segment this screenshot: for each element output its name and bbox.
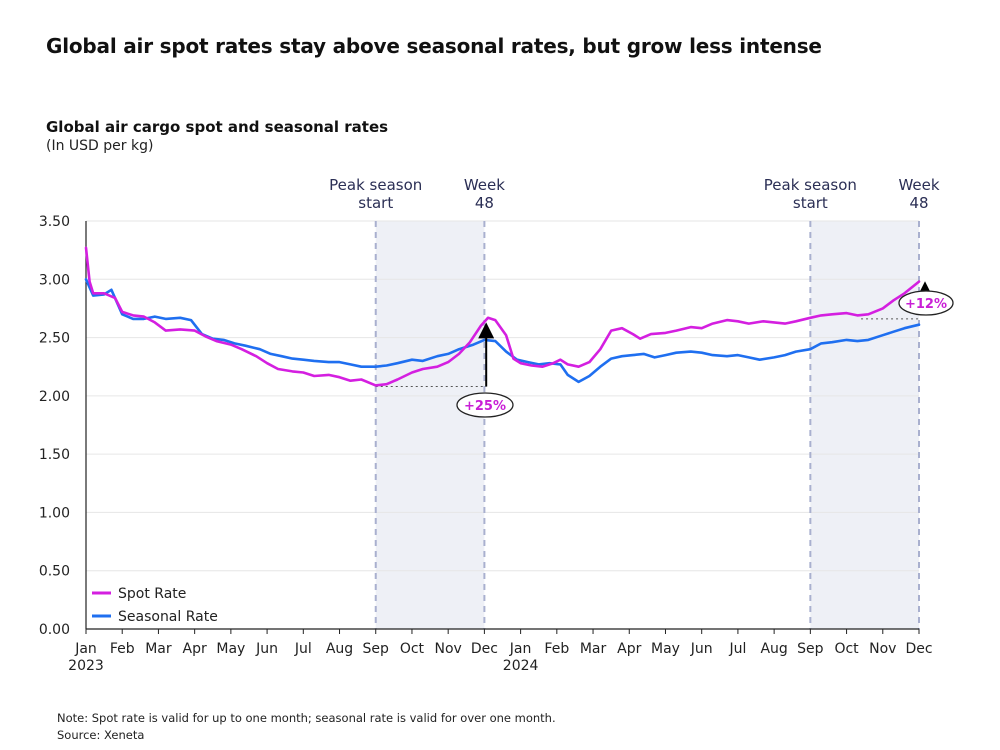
x-tick-label: Oct — [834, 641, 859, 657]
peak-season-region-2 — [810, 221, 919, 629]
x-tick-label: Mar — [145, 641, 172, 657]
x-tick-label: Jan — [509, 641, 532, 657]
series-line-seasonal-rate — [84, 278, 921, 384]
y-tick-label: 2.50 — [39, 331, 70, 347]
x-tick-label: Sep — [797, 641, 824, 657]
annotation-label: +12% — [905, 297, 947, 312]
x-tick-label: Nov — [435, 641, 462, 657]
period-label: start — [358, 194, 393, 212]
chart-title: Global air cargo spot and seasonal rates — [46, 118, 389, 136]
x-tick-label: Jul — [728, 641, 746, 657]
x-tick-label: Feb — [544, 641, 569, 657]
y-tick-label: 0.50 — [39, 564, 70, 580]
year-label: 2023 — [68, 658, 104, 674]
x-tick-label: May — [216, 641, 245, 657]
x-tick-label: Jan — [74, 641, 97, 657]
period-label: 48 — [475, 194, 494, 212]
source-note: Source: Xeneta — [57, 728, 145, 742]
series-line-spot-rate — [84, 246, 921, 387]
period-label: Peak season — [764, 176, 857, 194]
x-tick-label: Sep — [363, 641, 390, 657]
period-label: start — [793, 194, 828, 212]
x-tick-label: Jun — [255, 641, 278, 657]
x-tick-label: Nov — [869, 641, 896, 657]
period-label: 48 — [909, 194, 928, 212]
legend-label: Spot Rate — [118, 586, 186, 602]
x-tick-label: Dec — [471, 641, 498, 657]
x-tick-label: Aug — [326, 641, 353, 657]
annotation-bubble — [456, 392, 514, 418]
period-label: Week — [464, 176, 505, 194]
annotation-bubble — [898, 290, 954, 316]
y-tick-label: 3.50 — [39, 214, 70, 230]
peak-season-region-1 — [375, 221, 485, 629]
x-tick-label: Dec — [905, 641, 932, 657]
page-title: Global air spot rates stay above seasona… — [46, 34, 822, 58]
x-tick-label: May — [651, 641, 680, 657]
x-tick-label: Jun — [690, 641, 713, 657]
x-tick-label: Aug — [760, 641, 787, 657]
line-chart: 0.00 0.50 1.00 1.50 2.00 2.50 3.00 3.50 Peak sea… — [39, 176, 954, 674]
y-tick-label: 1.50 — [39, 447, 70, 463]
legend-label: Seasonal Rate — [118, 609, 218, 625]
x-tick-label: Apr — [183, 641, 207, 657]
y-tick-label: 0.00 — [39, 622, 70, 638]
footnote: Note: Spot rate is valid for up to one m… — [57, 711, 556, 725]
x-tick-label: Oct — [400, 641, 425, 657]
chart-subtitle: (In USD per kg) — [46, 138, 154, 154]
year-label: 2024 — [503, 658, 539, 674]
x-tick-label: Feb — [110, 641, 135, 657]
x-tick-label: Jul — [294, 641, 312, 657]
y-tick-label: 3.00 — [39, 272, 70, 288]
y-tick-label: 1.00 — [39, 505, 70, 521]
annotation-label: +25% — [464, 399, 506, 414]
y-tick-label: 2.00 — [39, 389, 70, 405]
period-label: Peak season — [329, 176, 422, 194]
x-tick-label: Apr — [617, 641, 641, 657]
period-label: Week — [898, 176, 939, 194]
x-tick-label: Mar — [580, 641, 607, 657]
